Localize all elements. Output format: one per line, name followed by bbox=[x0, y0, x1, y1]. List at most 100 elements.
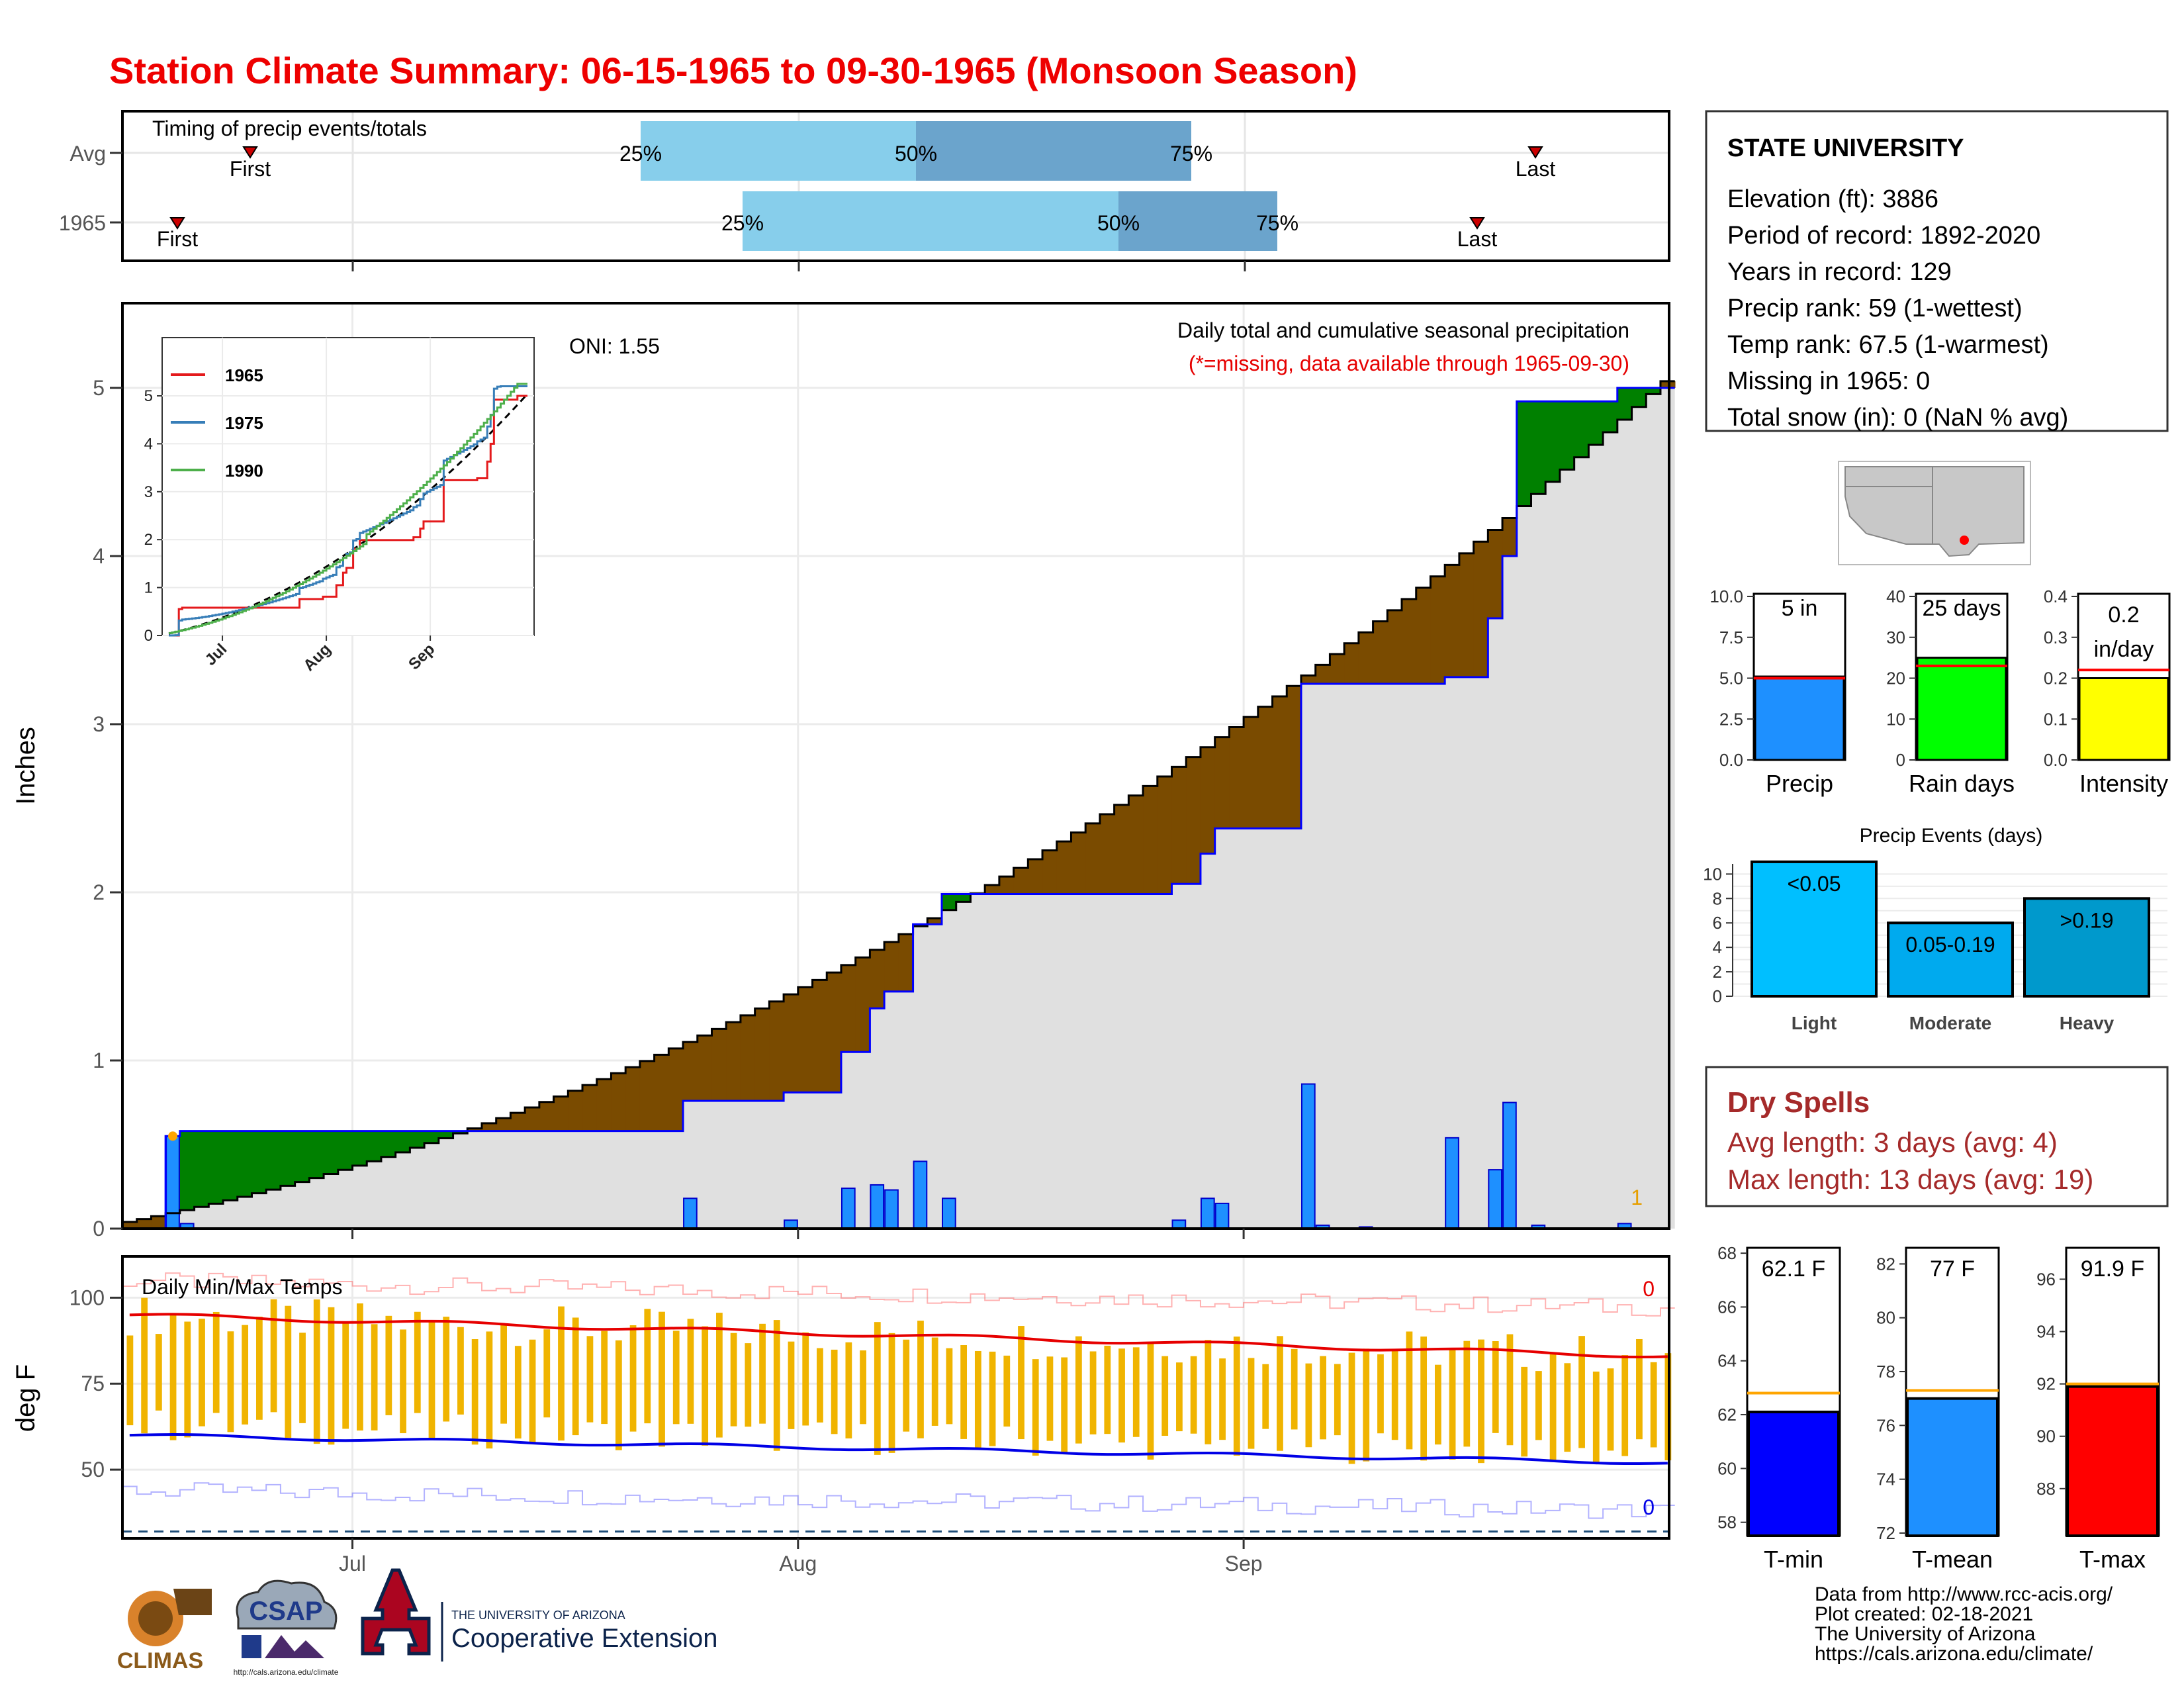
deficit-area bbox=[510, 1113, 525, 1131]
daily-temp-bar bbox=[212, 1311, 220, 1413]
daily-temp-bar bbox=[1492, 1341, 1499, 1433]
event-category-label: Moderate bbox=[1909, 1013, 1991, 1033]
daily-temp-bar bbox=[1075, 1336, 1082, 1444]
station-name: STATE UNIVERSITY bbox=[1727, 134, 1964, 162]
daily-temp-bar bbox=[601, 1331, 608, 1425]
ua-a-icon bbox=[361, 1568, 431, 1656]
surplus-area bbox=[424, 1131, 439, 1143]
timing-panel: Timing of precip events/totals Avg 1965 … bbox=[59, 110, 1670, 271]
surplus-area bbox=[1603, 401, 1618, 433]
events-title: Precip Events (days) bbox=[1860, 825, 2043, 847]
corner-count: 1 bbox=[1631, 1186, 1643, 1209]
deficit-area bbox=[553, 1096, 569, 1131]
climas-inner-icon bbox=[138, 1601, 173, 1636]
legend-label-1975: 1975 bbox=[225, 413, 263, 433]
temp-summary-tick-label: 96 bbox=[2036, 1269, 2056, 1289]
temperature-panel: 50 75 100 Daily Min/Max Temps deg F 0 0 Ju… bbox=[11, 1229, 1675, 1575]
temp-summary-tick-label: 58 bbox=[1717, 1513, 1737, 1532]
daily-temp-bar bbox=[644, 1309, 651, 1424]
x-tick-label: Jul bbox=[339, 1552, 366, 1575]
deficit-area bbox=[1344, 643, 1359, 684]
deficit-area bbox=[711, 1029, 727, 1101]
station-location-marker bbox=[1960, 536, 1969, 545]
deficit-area bbox=[1171, 767, 1187, 884]
deficit-area bbox=[827, 972, 842, 1093]
daily-temp-bar bbox=[1262, 1364, 1269, 1429]
daily-temp-bar bbox=[931, 1337, 938, 1426]
daily-temp-bar bbox=[500, 1325, 507, 1424]
deficit-area bbox=[1085, 823, 1101, 894]
summary-tick-label: 0.0 bbox=[2044, 750, 2068, 770]
daily-temp-bar bbox=[1205, 1340, 1212, 1444]
daily-temp-bar bbox=[716, 1313, 723, 1438]
daily-temp-bar bbox=[1449, 1349, 1456, 1460]
credit-line: Data from http://www.rcc-acis.org/ bbox=[1815, 1583, 2113, 1605]
deficit-area bbox=[1244, 717, 1259, 829]
deficit-area bbox=[797, 987, 813, 1093]
station-info-box: STATE UNIVERSITY Elevation (ft): 3886 Pe… bbox=[1705, 110, 2169, 432]
temp-summary-tick-label: 66 bbox=[1717, 1297, 1737, 1317]
deficit-area bbox=[1042, 850, 1058, 894]
station-line: Elevation (ft): 3886 bbox=[1727, 185, 1938, 213]
daily-precip-bar bbox=[683, 1197, 698, 1230]
summary-tick-label: 0.1 bbox=[2044, 709, 2068, 729]
daily-temp-bar bbox=[1636, 1338, 1643, 1440]
summary-bar bbox=[2078, 677, 2169, 761]
temp-summary-tick-label: 88 bbox=[2036, 1479, 2056, 1499]
daily-temp-bar bbox=[1377, 1354, 1384, 1434]
deficit-area bbox=[1114, 804, 1130, 894]
row-label-year: 1965 bbox=[59, 211, 106, 235]
daily-temp-bar bbox=[1233, 1336, 1240, 1456]
daily-temp-bar bbox=[888, 1333, 895, 1453]
deficit-area bbox=[1287, 686, 1302, 829]
surplus-area bbox=[453, 1131, 469, 1134]
ua-logo: THE UNIVERSITY OF ARIZONA Cooperative Ex… bbox=[361, 1568, 717, 1662]
surplus-area bbox=[395, 1131, 411, 1152]
surplus-area bbox=[223, 1131, 238, 1201]
temp-summary-tick-label: 68 bbox=[1717, 1243, 1737, 1263]
timing-title: Timing of precip events/totals bbox=[152, 117, 427, 140]
row-label-avg: Avg bbox=[69, 142, 106, 165]
temp-y-ticks: 50 75 100 bbox=[69, 1286, 122, 1481]
deficit-area bbox=[525, 1107, 540, 1131]
csap-chart-icon bbox=[242, 1635, 261, 1658]
events-tick-label: 2 bbox=[1713, 962, 1722, 982]
event-category-label: Light bbox=[1792, 1013, 1837, 1033]
obs-iqr-high bbox=[1118, 191, 1277, 251]
daily-temp-bar bbox=[672, 1331, 680, 1425]
daily-temp-bar bbox=[1521, 1366, 1528, 1457]
daily-temp-bar bbox=[1621, 1355, 1629, 1456]
deficit-area bbox=[1416, 587, 1432, 684]
station-line: Missing in 1965: 0 bbox=[1727, 367, 1930, 395]
daily-temp-bar bbox=[1463, 1340, 1471, 1447]
daily-temp-bar bbox=[1089, 1351, 1097, 1434]
deficit-area bbox=[812, 980, 828, 1093]
deficit-area bbox=[568, 1090, 583, 1131]
avg-75-label: 75% bbox=[1170, 142, 1212, 165]
inset-series-line bbox=[169, 383, 527, 634]
daily-temp-bar bbox=[1003, 1355, 1011, 1427]
daily-temp-bar bbox=[1478, 1339, 1484, 1464]
events-bars: <0.05 Light 0.05-0.19 Moderate >0.19 Heavy 0 2 4… bbox=[1703, 860, 2167, 1033]
event-bar-label: <0.05 bbox=[1788, 872, 1841, 896]
summary-tick-label: 0.0 bbox=[1719, 750, 1743, 770]
summary-label: Intensity bbox=[2079, 770, 2168, 797]
daily-temp-bar bbox=[414, 1311, 421, 1413]
y-tick-label: 2 bbox=[93, 880, 105, 904]
daily-temp-bar bbox=[802, 1332, 809, 1426]
precip-areas bbox=[122, 381, 1676, 1229]
temp-summary-tick-label: 74 bbox=[1876, 1470, 1895, 1489]
temp-summary-value: 62.1 F bbox=[1762, 1256, 1825, 1282]
inset-y-tick-label: 3 bbox=[144, 483, 153, 501]
daily-temp-bar bbox=[1420, 1336, 1428, 1461]
daily-temp-bar bbox=[299, 1333, 306, 1423]
deficit-area bbox=[122, 1221, 138, 1229]
daily-precip-bar bbox=[1200, 1197, 1215, 1230]
daily-precip-bar bbox=[942, 1197, 956, 1230]
daily-temp-bar bbox=[1018, 1326, 1024, 1440]
surplus-area bbox=[1631, 388, 1647, 407]
inset-legend: 1965 1975 1990 bbox=[171, 365, 263, 481]
summary-tick-label: 20 bbox=[1886, 669, 1905, 688]
deficit-area bbox=[481, 1123, 497, 1131]
